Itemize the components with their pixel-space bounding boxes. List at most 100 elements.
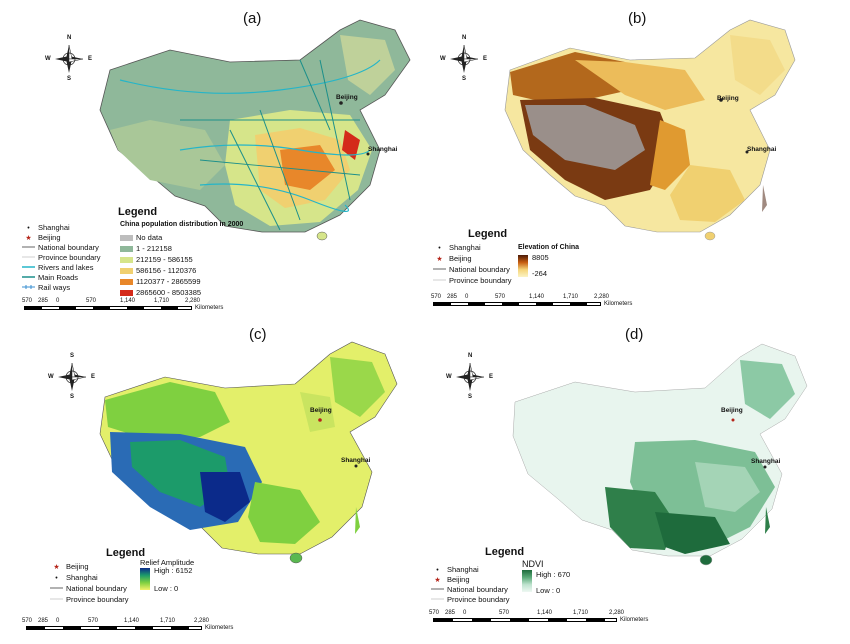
- compass-n: S: [70, 353, 75, 359]
- city-label-beijing: Beijing: [721, 407, 743, 414]
- scale-bar: 570 285 0 570 1,140 1,710 2,280 Kilomete…: [431, 294, 641, 308]
- compass-rose-icon: S S W E: [48, 353, 95, 400]
- legend-class-0: No data: [120, 233, 162, 242]
- city-label-shanghai: Shanghai: [368, 146, 398, 153]
- scale-tick: 2,280: [185, 298, 201, 304]
- relief-gradient: [140, 568, 150, 590]
- legend-title: Legend: [485, 546, 525, 558]
- compass-e: E: [88, 56, 93, 62]
- scale-tick: 1,140: [537, 610, 553, 616]
- scale-tick: 570: [22, 298, 33, 304]
- compass-rose-icon: N S W E: [45, 35, 92, 82]
- city-label-shanghai: Shanghai: [341, 457, 371, 464]
- legend-beijing: ★ Beijing: [25, 233, 61, 243]
- scale-tick: 1,140: [120, 298, 136, 304]
- legend-title: Legend: [106, 547, 146, 559]
- scale-tick: 570: [499, 610, 510, 616]
- compass-e: E: [489, 374, 494, 380]
- legend-beijing: ★ Beijing: [53, 562, 89, 572]
- layer-title: Elevation of China: [518, 244, 580, 251]
- compass-n: N: [67, 35, 72, 41]
- layer-title: NDVI: [522, 559, 544, 569]
- compass-s: S: [468, 394, 473, 400]
- scale-bar: 570 285 0 570 1,140 1,710 2,280 Kilomete…: [429, 610, 649, 624]
- scale-unit: Kilometers: [620, 617, 649, 623]
- legend-province-boundary: Province boundary: [22, 253, 101, 262]
- legend-beijing: ★ Beijing: [434, 575, 470, 585]
- scale-tick: 0: [56, 618, 60, 624]
- panel-b: (b) N S W E Beijing Shanghai Legend • Sha…: [425, 0, 850, 322]
- scale-tick: 1,710: [573, 610, 589, 616]
- compass-rose-icon: N S W E: [440, 35, 487, 82]
- city-label-beijing: Beijing: [717, 95, 739, 102]
- legend-province-boundary: Province boundary: [50, 595, 129, 604]
- legend-rivers: Rivers and lakes: [22, 263, 94, 272]
- gradient-high: 8805: [532, 253, 549, 262]
- layer-title: China population distribution in 2000: [120, 221, 244, 228]
- city-label-shanghai: Shanghai: [751, 458, 781, 465]
- city-label-beijing: Beijing: [336, 94, 358, 101]
- scale-tick: 2,280: [609, 610, 625, 616]
- city-label-beijing: Beijing: [310, 407, 332, 414]
- legend-class-2: 212159 - 586155: [120, 255, 193, 264]
- china-ndvi-map: [512, 343, 808, 566]
- legend-province-boundary: Province boundary: [433, 276, 512, 285]
- panel-c: (c) S S W E Beijing Shanghai Legend ★ Bei…: [0, 322, 425, 644]
- panel-label: (b): [628, 10, 647, 27]
- scale-tick: 0: [465, 294, 469, 300]
- compass-n: N: [462, 35, 467, 41]
- scale-tick: 570: [86, 298, 97, 304]
- scale-tick: 1,710: [563, 294, 579, 300]
- scale-tick: 1,140: [529, 294, 545, 300]
- scale-unit: Kilometers: [195, 305, 224, 311]
- legend-national-boundary: National boundary: [22, 243, 99, 252]
- compass-n: N: [468, 353, 473, 359]
- scale-unit: Kilometers: [604, 301, 633, 307]
- legend-class-5: 2865600 - 8503385: [120, 288, 201, 297]
- compass-rose-icon: N S W E: [446, 353, 493, 400]
- scale-tick: 0: [56, 298, 60, 304]
- layer-title: Relief Amplitude: [140, 558, 195, 567]
- scale-bar: 570 285 0 570 1,140 1,710 2,280 Kilomete…: [22, 298, 232, 312]
- city-label-shanghai: Shanghai: [747, 146, 777, 153]
- china-elevation-map: [504, 19, 796, 241]
- scale-tick: 570: [495, 294, 506, 300]
- legend-province-boundary: Province boundary: [431, 595, 510, 604]
- scale-bar: 570 285 0 570 1,140 1,710 2,280 Kilomete…: [22, 618, 242, 632]
- elevation-gradient: [518, 255, 528, 277]
- china-relief-map: [99, 341, 398, 564]
- gradient-high: High : 670: [536, 570, 571, 579]
- panel-label: (a): [243, 10, 262, 27]
- legend-shanghai: • Shanghai: [438, 243, 481, 252]
- legend-national-boundary: National boundary: [431, 585, 508, 594]
- compass-w: W: [48, 374, 54, 380]
- china-population-map: [99, 19, 411, 241]
- compass-s: S: [462, 76, 467, 82]
- scale-tick: 285: [447, 294, 458, 300]
- panel-label: (d): [625, 326, 644, 343]
- compass-w: W: [45, 56, 51, 62]
- scale-tick: 285: [445, 610, 456, 616]
- legend-title: Legend: [468, 228, 508, 240]
- scale-tick: 285: [38, 618, 49, 624]
- compass-w: W: [446, 374, 452, 380]
- legend-shanghai: • Shanghai: [436, 565, 479, 574]
- gradient-low: Low : 0: [536, 586, 561, 595]
- scale-tick: 0: [463, 610, 467, 616]
- panel-a: (a) N S W E Beijing Shanghai Legend • Sha: [0, 0, 425, 322]
- panel-label: (c): [249, 326, 267, 343]
- scale-tick: 570: [22, 618, 33, 624]
- compass-w: W: [440, 56, 446, 62]
- legend-national-boundary: National boundary: [433, 265, 510, 274]
- scale-unit: Kilometers: [205, 625, 234, 631]
- scale-tick: 285: [38, 298, 49, 304]
- compass-e: E: [91, 374, 96, 380]
- legend-main-roads: Main Roads: [22, 273, 79, 282]
- gradient-low: -264: [532, 269, 548, 278]
- legend-title: Legend: [118, 206, 158, 218]
- scale-tick: 2,280: [194, 618, 210, 624]
- gradient-low: Low : 0: [154, 584, 179, 593]
- compass-s: S: [70, 394, 75, 400]
- legend-beijing: ★ Beijing: [436, 254, 472, 264]
- legend-class-4: 1120377 - 2865599: [120, 277, 201, 286]
